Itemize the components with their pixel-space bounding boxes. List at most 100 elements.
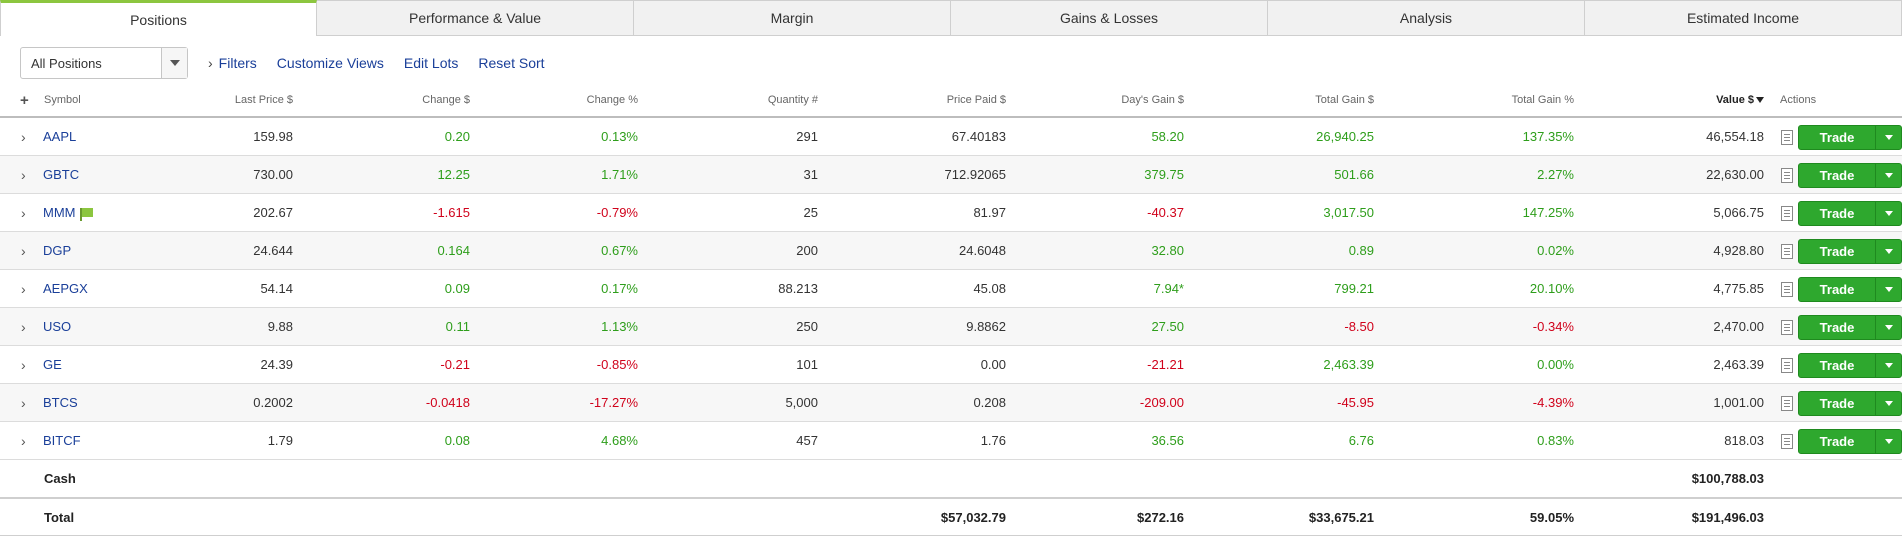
trade-button-label[interactable]: Trade	[1819, 130, 1855, 145]
tab-margin[interactable]: Margin	[634, 0, 951, 36]
symbol-link[interactable]: BTCS	[43, 384, 78, 421]
notes-icon[interactable]	[1781, 168, 1793, 183]
expand-chevron-icon[interactable]: ›	[21, 242, 26, 259]
cell-days-gain: 32.80	[1151, 243, 1184, 258]
trade-button[interactable]: Trade	[1798, 163, 1902, 188]
trade-button[interactable]: Trade	[1798, 391, 1902, 416]
col-last-price[interactable]: Last Price $	[234, 94, 293, 106]
cell-total-gain: 3,017.50	[1323, 205, 1374, 220]
col-value[interactable]: Value $	[1640, 84, 1764, 116]
trade-button[interactable]: Trade	[1798, 429, 1902, 454]
notes-icon[interactable]	[1781, 320, 1793, 335]
trade-button-label[interactable]: Trade	[1819, 282, 1855, 297]
symbol-text: DGP	[43, 243, 72, 258]
trade-button[interactable]: Trade	[1798, 315, 1902, 340]
trade-button[interactable]: Trade	[1798, 353, 1902, 378]
trade-button[interactable]: Trade	[1798, 201, 1902, 226]
cell-value: 4,775.85	[1713, 281, 1764, 296]
trade-button-label[interactable]: Trade	[1819, 396, 1855, 411]
table-row: › DGP 24.644 0.164 0.67% 200 24.6048 32.80 0.89 0…	[0, 232, 1902, 270]
symbol-link[interactable]: MMM	[43, 194, 93, 231]
symbol-link[interactable]: BITCF	[43, 422, 81, 459]
expand-chevron-icon[interactable]: ›	[21, 166, 26, 183]
notes-icon[interactable]	[1781, 130, 1793, 145]
notes-icon[interactable]	[1781, 282, 1793, 297]
edit-lots-link[interactable]: Edit Lots	[403, 55, 459, 71]
table-row: › USO 9.88 0.11 1.13% 250 9.8862 27.50 -8.50 -0.3…	[0, 308, 1902, 346]
table-row: › BITCF 1.79 0.08 4.68% 457 1.76 36.56 6.76 0.83%…	[0, 422, 1902, 460]
customize-views-link[interactable]: Customize Views	[276, 55, 384, 71]
col-change-pct[interactable]: Change %	[586, 94, 638, 106]
tab-estimated-income[interactable]: Estimated Income	[1585, 0, 1902, 36]
tab-gains-losses[interactable]: Gains & Losses	[951, 0, 1268, 36]
cell-total-gain-pct: 20.10%	[1529, 281, 1574, 296]
cell-quantity: 101	[796, 357, 818, 372]
trade-button[interactable]: Trade	[1798, 239, 1902, 264]
expand-chevron-icon[interactable]: ›	[21, 280, 26, 297]
col-days-gain[interactable]: Day's Gain $	[1121, 94, 1184, 106]
trade-button[interactable]: Trade	[1798, 277, 1902, 302]
trade-dropdown-icon[interactable]	[1875, 430, 1901, 453]
symbol-link[interactable]: DGP	[43, 232, 71, 269]
expand-chevron-icon[interactable]: ›	[21, 318, 26, 335]
expand-chevron-icon[interactable]: ›	[21, 432, 26, 449]
cell-price-paid: 712.92065	[944, 167, 1006, 182]
col-actions: Actions	[1780, 94, 1817, 106]
add-column-icon[interactable]: +	[20, 91, 29, 109]
symbol-text: GBTC	[43, 167, 80, 182]
notes-icon[interactable]	[1781, 358, 1793, 373]
symbol-link[interactable]: AAPL	[43, 118, 76, 155]
tab-analysis[interactable]: Analysis	[1268, 0, 1585, 36]
trade-dropdown-icon[interactable]	[1875, 316, 1901, 339]
trade-dropdown-icon[interactable]	[1875, 202, 1901, 225]
filters-link[interactable]: › Filters	[208, 55, 257, 71]
cell-change-pct: 1.13%	[601, 319, 638, 334]
view-select[interactable]: All Positions	[20, 47, 188, 79]
total-label: Total	[44, 509, 75, 525]
trade-button-label[interactable]: Trade	[1819, 320, 1855, 335]
notes-icon[interactable]	[1781, 434, 1793, 449]
trade-button-label[interactable]: Trade	[1819, 358, 1855, 373]
notes-icon[interactable]	[1781, 244, 1793, 259]
table-row: › GBTC 730.00 12.25 1.71% 31 712.92065 379.75 50…	[0, 156, 1902, 194]
trade-button-label[interactable]: Trade	[1819, 168, 1855, 183]
trade-dropdown-icon[interactable]	[1875, 354, 1901, 377]
trade-dropdown-icon[interactable]	[1875, 164, 1901, 187]
expand-chevron-icon[interactable]: ›	[21, 128, 26, 145]
expand-chevron-icon[interactable]: ›	[21, 356, 26, 373]
trade-dropdown-icon[interactable]	[1875, 278, 1901, 301]
trade-button[interactable]: Trade	[1798, 125, 1902, 150]
reset-sort-link[interactable]: Reset Sort	[478, 55, 545, 71]
symbol-link[interactable]: GBTC	[43, 156, 79, 193]
tab-positions[interactable]: Positions	[0, 0, 317, 36]
table-row: › BTCS 0.2002 -0.0418 -17.27% 5,000 0.208 -209.…	[0, 384, 1902, 422]
tab-performance-value[interactable]: Performance & Value	[317, 0, 634, 36]
symbol-link[interactable]: USO	[43, 308, 71, 345]
col-symbol[interactable]: Symbol	[44, 94, 81, 106]
cell-change-pct: 0.67%	[601, 243, 638, 258]
symbol-link[interactable]: AEPGX	[43, 270, 88, 307]
trade-dropdown-icon[interactable]	[1875, 240, 1901, 263]
cell-total-gain: -45.95	[1337, 395, 1374, 410]
col-quantity[interactable]: Quantity #	[767, 94, 818, 106]
col-change[interactable]: Change $	[422, 94, 470, 106]
trade-dropdown-icon[interactable]	[1875, 126, 1901, 149]
expand-chevron-icon[interactable]: ›	[21, 394, 26, 411]
chevron-down-icon[interactable]	[161, 48, 187, 78]
trade-button-label[interactable]: Trade	[1819, 434, 1855, 449]
symbol-link[interactable]: GE	[43, 346, 62, 383]
cell-days-gain: -40.37	[1147, 205, 1184, 220]
trade-button-label[interactable]: Trade	[1819, 206, 1855, 221]
col-total-gain[interactable]: Total Gain $	[1315, 94, 1374, 106]
trade-button-label[interactable]: Trade	[1819, 244, 1855, 259]
table-body: › AAPL 159.98 0.20 0.13% 291 67.40183 58.20 26,9…	[0, 118, 1902, 460]
cell-price-paid: 9.8862	[966, 319, 1006, 334]
cell-change: 0.08	[444, 433, 470, 448]
notes-icon[interactable]	[1781, 206, 1793, 221]
expand-chevron-icon[interactable]: ›	[21, 204, 26, 221]
trade-dropdown-icon[interactable]	[1875, 392, 1901, 415]
total-row: Total $57,032.79 $272.16 $33,675.21 59.0…	[0, 498, 1902, 536]
col-total-gain-pct[interactable]: Total Gain %	[1511, 94, 1574, 106]
notes-icon[interactable]	[1781, 396, 1793, 411]
col-price-paid[interactable]: Price Paid $	[946, 94, 1006, 106]
